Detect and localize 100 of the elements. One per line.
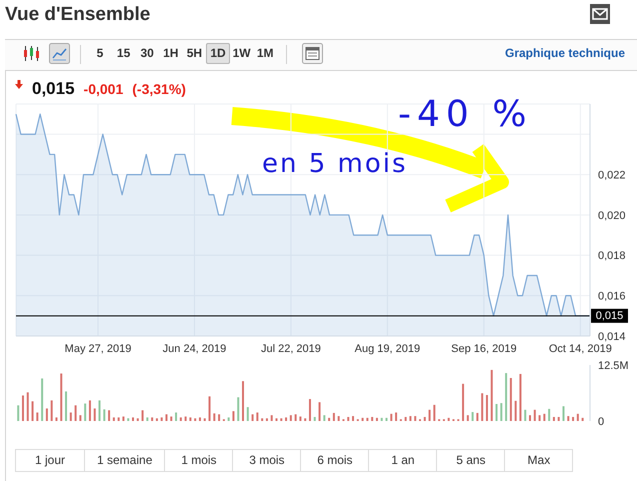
bar xyxy=(323,415,326,421)
bar xyxy=(84,404,86,421)
bar xyxy=(17,405,20,421)
bar xyxy=(252,414,254,421)
annotation: -40 % xyxy=(398,94,532,135)
bar xyxy=(519,374,522,421)
bar xyxy=(256,412,258,421)
bar xyxy=(552,416,555,421)
bar xyxy=(266,418,268,421)
bar xyxy=(184,416,187,421)
bar xyxy=(314,416,316,421)
bar xyxy=(433,404,436,421)
bar xyxy=(285,417,288,421)
bar xyxy=(189,417,192,421)
bar xyxy=(41,378,44,421)
bar xyxy=(318,402,321,421)
bar xyxy=(347,416,350,421)
bar xyxy=(371,416,374,421)
bar xyxy=(582,418,584,421)
bar xyxy=(332,412,335,421)
text: 1D xyxy=(206,43,230,64)
bar xyxy=(352,416,354,421)
bar xyxy=(529,415,532,421)
bar xyxy=(424,416,426,421)
bar xyxy=(304,418,306,421)
text: 1W xyxy=(232,45,252,62)
bar xyxy=(524,410,526,421)
text: 1 jour xyxy=(34,452,66,469)
y-tick-label: 0,016 xyxy=(598,290,626,303)
bar xyxy=(65,391,68,421)
text: 15 xyxy=(116,45,132,62)
bar xyxy=(376,418,378,421)
text: Vue d'Ensemble xyxy=(5,4,150,26)
bar xyxy=(79,415,82,421)
text: 5 ans xyxy=(436,450,504,471)
bar xyxy=(242,381,244,421)
bar xyxy=(328,418,330,421)
bar xyxy=(572,416,574,421)
bar xyxy=(380,418,383,421)
bar xyxy=(275,418,278,421)
bar xyxy=(462,384,464,421)
bar xyxy=(476,412,478,421)
bar xyxy=(112,417,115,421)
text: Graphique technique xyxy=(504,46,625,60)
bar xyxy=(204,418,206,421)
bar xyxy=(280,418,282,421)
bar xyxy=(548,408,550,421)
x-tick-label: Aug 19, 2019 xyxy=(354,342,420,355)
bar xyxy=(194,418,196,421)
text: 5 xyxy=(96,45,104,62)
bar xyxy=(496,404,498,421)
x-tick-label: Jul 22, 2019 xyxy=(260,342,321,355)
bar xyxy=(294,414,297,421)
bar xyxy=(558,416,560,421)
bar xyxy=(156,418,158,421)
bar xyxy=(46,408,48,421)
bar xyxy=(366,418,368,421)
bar xyxy=(409,416,412,421)
bar xyxy=(514,400,517,421)
bar xyxy=(88,400,91,421)
bar xyxy=(50,400,53,421)
text: 1M xyxy=(256,45,275,62)
bar xyxy=(390,414,392,421)
bar xyxy=(270,415,273,421)
y-tick-label: 12.5M xyxy=(598,360,629,372)
y-tick-label: 0,020 xyxy=(598,210,626,222)
bar xyxy=(428,410,431,421)
bar xyxy=(466,415,469,421)
text: 1 an xyxy=(368,450,436,471)
bar xyxy=(308,399,311,421)
bar xyxy=(165,414,168,421)
text: Max xyxy=(504,450,572,471)
bar xyxy=(170,416,172,421)
bar xyxy=(404,416,407,421)
bar xyxy=(218,414,220,421)
bar xyxy=(490,370,493,421)
bar xyxy=(290,415,292,421)
bar xyxy=(26,392,29,421)
bar xyxy=(146,417,148,421)
bar xyxy=(386,418,388,421)
bar xyxy=(472,412,474,421)
bar xyxy=(36,412,38,421)
bar xyxy=(505,373,508,421)
text: 1 semaine xyxy=(84,450,164,471)
bar xyxy=(151,417,154,421)
bar xyxy=(60,374,62,421)
annotation: en 5 mois xyxy=(262,149,408,179)
bar xyxy=(338,416,340,421)
x-tick-label: Sep 16, 2019 xyxy=(451,342,517,355)
y-tick-label: 0 xyxy=(598,416,604,428)
bar xyxy=(70,412,72,421)
bar xyxy=(118,417,120,421)
bar xyxy=(448,418,450,421)
bar xyxy=(22,395,24,421)
bar xyxy=(74,405,77,421)
bar xyxy=(175,412,178,421)
text: 5H xyxy=(186,45,204,62)
bar xyxy=(543,414,546,421)
bar xyxy=(208,396,211,421)
ref-line-label: 0,015 xyxy=(596,310,624,322)
